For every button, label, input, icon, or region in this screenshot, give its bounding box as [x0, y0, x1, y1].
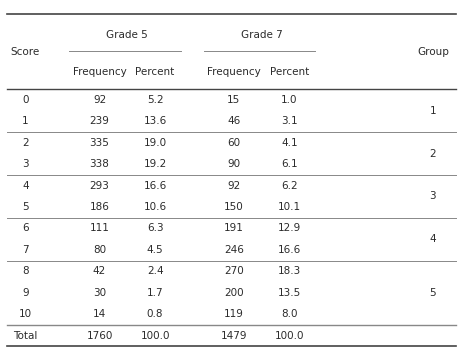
Text: 6: 6	[22, 223, 29, 233]
Text: 6.2: 6.2	[281, 181, 298, 191]
Text: 5: 5	[22, 202, 29, 212]
Text: 338: 338	[90, 159, 109, 169]
Text: 92: 92	[93, 95, 106, 105]
Text: 8: 8	[22, 266, 29, 276]
Text: 3.1: 3.1	[281, 116, 298, 126]
Text: 100.0: 100.0	[275, 331, 304, 341]
Text: 10.1: 10.1	[278, 202, 301, 212]
Text: 111: 111	[90, 223, 109, 233]
Text: 239: 239	[90, 116, 109, 126]
Text: 1.0: 1.0	[281, 95, 298, 105]
Text: 4: 4	[22, 181, 29, 191]
Text: 42: 42	[93, 266, 106, 276]
Text: 4.1: 4.1	[281, 138, 298, 148]
Text: 3: 3	[430, 191, 436, 201]
Text: Total: Total	[13, 331, 38, 341]
Text: 270: 270	[224, 266, 244, 276]
Text: 191: 191	[224, 223, 244, 233]
Text: 2: 2	[22, 138, 29, 148]
Text: 5.2: 5.2	[147, 95, 163, 105]
Text: 4: 4	[430, 234, 436, 244]
Text: 186: 186	[90, 202, 109, 212]
Text: 19.0: 19.0	[144, 138, 167, 148]
Text: 1: 1	[22, 116, 29, 126]
Text: 10.6: 10.6	[144, 202, 167, 212]
Text: 16.6: 16.6	[144, 181, 167, 191]
Text: Percent: Percent	[136, 67, 175, 77]
Text: 2: 2	[430, 149, 436, 159]
Text: 30: 30	[93, 288, 106, 298]
Text: 200: 200	[224, 288, 244, 298]
Text: 100.0: 100.0	[140, 331, 170, 341]
Text: 80: 80	[93, 245, 106, 255]
Text: 13.5: 13.5	[278, 288, 301, 298]
Text: 1479: 1479	[220, 331, 247, 341]
Text: 293: 293	[90, 181, 109, 191]
Text: Frequency: Frequency	[207, 67, 261, 77]
Text: 6.3: 6.3	[147, 223, 163, 233]
Text: Frequency: Frequency	[73, 67, 126, 77]
Text: 6.1: 6.1	[281, 159, 298, 169]
Text: 13.6: 13.6	[144, 116, 167, 126]
Text: 0.8: 0.8	[147, 309, 163, 319]
Text: 46: 46	[227, 116, 240, 126]
Text: 1760: 1760	[87, 331, 113, 341]
Text: 335: 335	[90, 138, 109, 148]
Text: Score: Score	[11, 47, 40, 57]
Text: Percent: Percent	[270, 67, 309, 77]
Text: 60: 60	[227, 138, 240, 148]
Text: 5: 5	[430, 288, 436, 298]
Text: 7: 7	[22, 245, 29, 255]
Text: 10: 10	[19, 309, 32, 319]
Text: 9: 9	[22, 288, 29, 298]
Text: 14: 14	[93, 309, 106, 319]
Text: Grade 7: Grade 7	[241, 30, 282, 40]
Text: 1: 1	[430, 106, 436, 116]
Text: Grade 5: Grade 5	[106, 30, 148, 40]
Text: 16.6: 16.6	[278, 245, 301, 255]
Text: 0: 0	[22, 95, 29, 105]
Text: 12.9: 12.9	[278, 223, 301, 233]
Text: 246: 246	[224, 245, 244, 255]
Text: 2.4: 2.4	[147, 266, 163, 276]
Text: 92: 92	[227, 181, 240, 191]
Text: 15: 15	[227, 95, 240, 105]
Text: 19.2: 19.2	[144, 159, 167, 169]
Text: Group: Group	[417, 47, 449, 57]
Text: 8.0: 8.0	[281, 309, 298, 319]
Text: 150: 150	[224, 202, 244, 212]
Text: 90: 90	[227, 159, 240, 169]
Text: 1.7: 1.7	[147, 288, 163, 298]
Text: 18.3: 18.3	[278, 266, 301, 276]
Text: 119: 119	[224, 309, 244, 319]
Text: 3: 3	[22, 159, 29, 169]
Text: 4.5: 4.5	[147, 245, 163, 255]
